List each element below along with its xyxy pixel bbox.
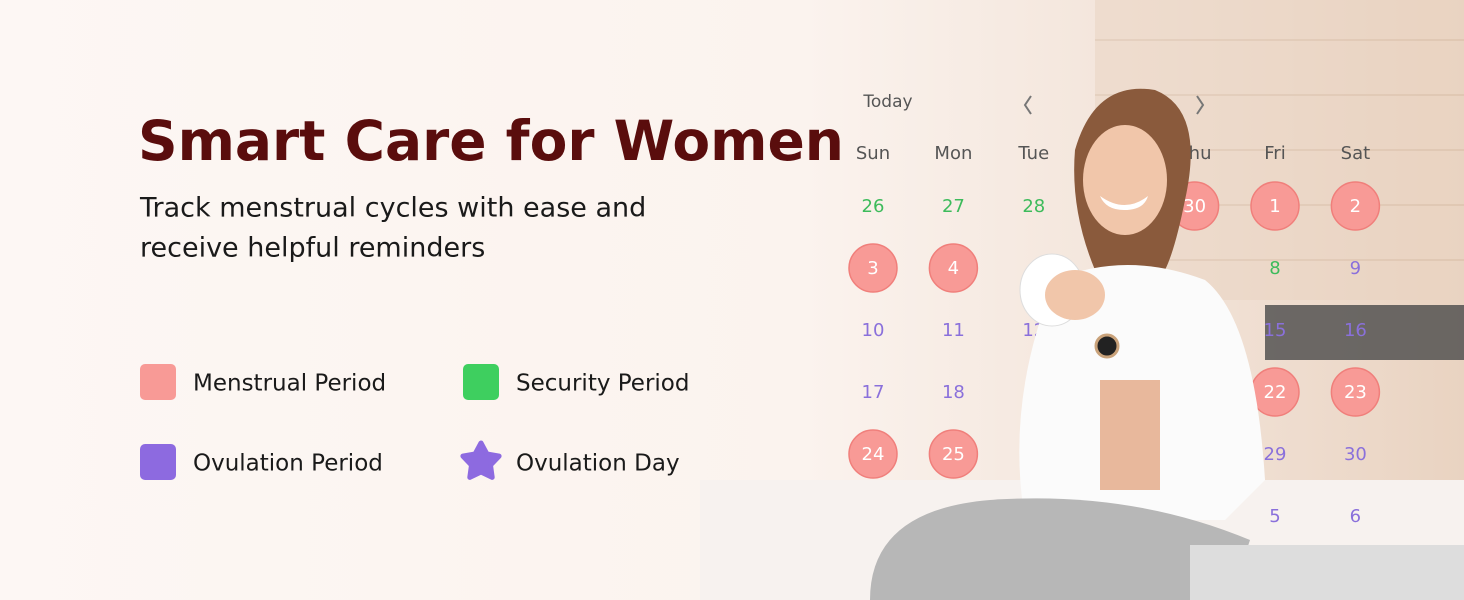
period-marker [1330,181,1381,231]
weekday: Tue [1017,143,1049,164]
day: 1 [1269,196,1280,217]
day: 11 [942,320,965,341]
period-marker [848,243,898,293]
subtitle: Track menstrual cycles with ease and [139,193,646,224]
day: 15 [1264,320,1287,341]
prev-month[interactable] [1023,95,1032,115]
legend-swatch [140,444,176,480]
day: 3 [867,258,878,279]
day: 5 [1269,506,1280,527]
legend-swatch [460,440,502,480]
woman-photo [870,88,1464,600]
day: 22 [1264,382,1287,403]
day: 30 [1183,196,1206,217]
legend-label: Ovulation Period [193,451,383,477]
period-marker [928,429,979,479]
day: 8 [1269,258,1280,279]
legend-swatch [140,364,176,400]
legend-label: Menstrual Period [193,371,386,397]
legend-label: Ovulation Day [516,451,680,477]
legend-swatch [463,364,499,400]
day: 16 [1344,320,1367,341]
weekday: Mon [934,143,972,164]
next-month[interactable] [1196,95,1205,115]
day: 28 [1022,196,1045,217]
day: 25 [942,444,965,465]
today-button[interactable]: Today [862,92,912,112]
period-marker [928,243,979,293]
period-marker [848,429,898,479]
day: 29 [1264,444,1287,465]
day: 26 [862,196,885,217]
day: 18 [942,382,965,403]
weekday: Sun [856,143,890,164]
day: 9 [1350,258,1361,279]
day: 24 [862,444,885,465]
day: 10 [862,320,885,341]
day: 30 [1344,444,1367,465]
title: Smart Care for Women [138,109,844,173]
day: 4 [948,258,959,279]
day: 2 [1350,196,1361,217]
day: 6 [1350,506,1361,527]
period-marker [1250,181,1300,231]
period-marker [1330,367,1381,417]
day: 23 [1344,382,1367,403]
legend: Menstrual Period Security Period Ovulation… [140,364,689,480]
weekday: Sat [1341,143,1371,164]
day: 17 [862,382,885,403]
day: 27 [942,196,965,217]
headboard [1265,305,1464,360]
weekday: Fri [1264,143,1285,164]
subtitle: receive helpful reminders [140,233,485,264]
legend-label: Security Period [516,371,689,397]
